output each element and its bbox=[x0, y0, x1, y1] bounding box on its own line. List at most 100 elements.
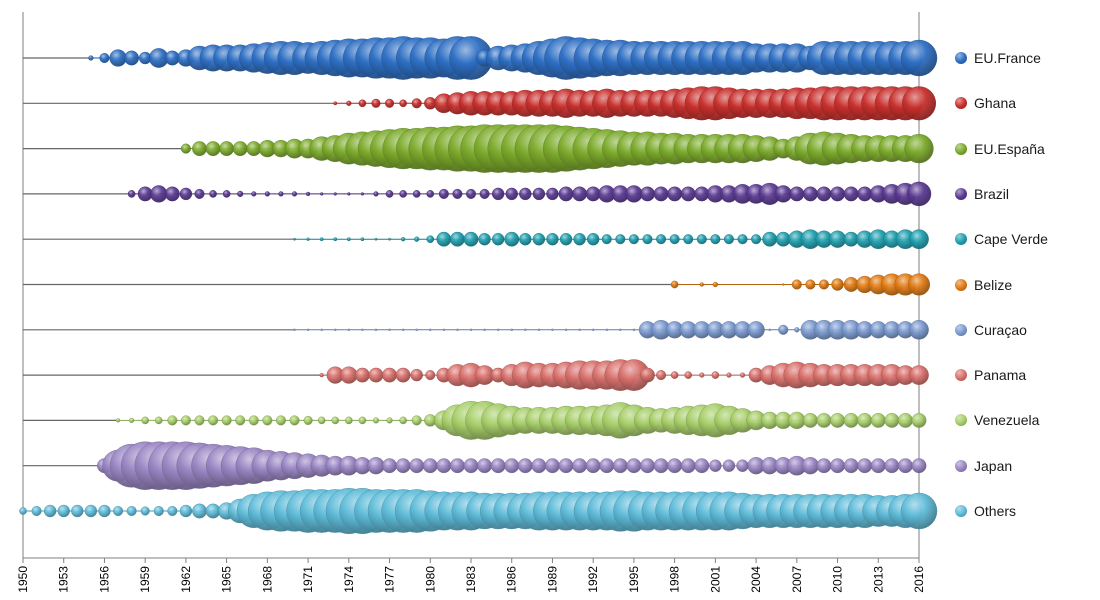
bubble-point bbox=[712, 281, 718, 288]
bubble-point bbox=[902, 86, 937, 121]
bubble-point bbox=[768, 328, 771, 331]
bubble-point bbox=[696, 234, 707, 245]
x-tick-label: 1980 bbox=[423, 566, 437, 593]
bubble-point bbox=[84, 504, 98, 518]
legend-item: Belize bbox=[955, 275, 1012, 295]
bubble-point bbox=[333, 192, 337, 196]
bubble-point bbox=[463, 231, 479, 247]
bubble-point bbox=[194, 415, 205, 426]
bubble-point bbox=[670, 280, 679, 289]
bubble-point bbox=[751, 234, 762, 245]
bubble-point bbox=[414, 236, 420, 242]
bubble-point bbox=[374, 328, 378, 331]
bubble-point bbox=[469, 328, 473, 331]
bubble-point bbox=[358, 416, 367, 425]
bubble-point bbox=[680, 186, 696, 202]
bubble-point bbox=[354, 367, 370, 383]
bubble-point bbox=[127, 190, 136, 198]
x-tick-label: 1968 bbox=[260, 566, 274, 593]
bubble-point bbox=[456, 328, 459, 331]
x-tick-label: 1989 bbox=[545, 566, 559, 593]
bubble-point bbox=[640, 186, 655, 202]
bubble-point bbox=[194, 188, 205, 199]
bubble-point bbox=[219, 141, 235, 157]
bubble-point bbox=[409, 458, 425, 474]
bubble-point bbox=[208, 415, 219, 426]
bubble-point bbox=[619, 328, 622, 331]
bubble-point bbox=[626, 458, 642, 474]
x-tick-label: 2013 bbox=[871, 566, 885, 593]
bubble-point bbox=[382, 458, 397, 474]
bubble-point bbox=[870, 458, 886, 474]
bubble-point bbox=[275, 415, 286, 426]
bubble-point bbox=[43, 504, 57, 518]
bubble-point bbox=[699, 282, 704, 287]
bubble-point bbox=[401, 328, 405, 331]
bubble-point bbox=[180, 143, 191, 154]
legend-swatch bbox=[955, 369, 967, 382]
x-tick-label: 1995 bbox=[627, 566, 641, 593]
bubble-point bbox=[436, 231, 452, 247]
bubble-point bbox=[141, 416, 149, 425]
bubble-point bbox=[31, 506, 42, 517]
bubble-point bbox=[251, 191, 257, 197]
x-tick-label: 1971 bbox=[301, 566, 315, 593]
bubble-point bbox=[491, 187, 505, 201]
bubble-point bbox=[179, 504, 193, 518]
bubble-point bbox=[452, 188, 463, 199]
bubble-point bbox=[537, 328, 541, 331]
series-row-panama bbox=[23, 359, 929, 391]
bubble-point bbox=[334, 328, 337, 331]
bubble-point bbox=[670, 371, 679, 379]
bubble-point bbox=[656, 370, 667, 381]
bubble-point bbox=[399, 190, 407, 198]
bubble-point bbox=[519, 232, 532, 246]
bubble-point bbox=[388, 237, 391, 241]
bubble-point bbox=[870, 412, 886, 428]
bubble-point bbox=[319, 372, 324, 378]
bubble-point bbox=[747, 321, 765, 339]
bubble-point bbox=[425, 370, 436, 381]
series-row-ghana bbox=[23, 86, 937, 121]
bubble-point bbox=[830, 458, 845, 474]
bubble-point bbox=[331, 416, 340, 425]
legend-item: Panama bbox=[955, 365, 1026, 385]
bubble-point bbox=[466, 188, 477, 199]
bubble-point bbox=[291, 191, 298, 197]
bubble-point bbox=[382, 367, 397, 383]
x-tick-label: 1983 bbox=[464, 566, 478, 593]
legend-item: Cape Verde bbox=[955, 229, 1048, 249]
bubble-point bbox=[816, 458, 832, 474]
bubble-point bbox=[739, 372, 746, 378]
bubble-point bbox=[857, 458, 873, 474]
bubble-point bbox=[278, 191, 284, 197]
bubble-point bbox=[667, 458, 683, 474]
x-tick-label: 1956 bbox=[97, 566, 111, 593]
bubble-point bbox=[426, 190, 435, 198]
bubble-point bbox=[385, 98, 395, 108]
series-row-venezuela bbox=[23, 400, 927, 440]
bubble-point bbox=[347, 192, 351, 196]
legend-swatch bbox=[955, 97, 967, 110]
bubble-point bbox=[857, 412, 873, 428]
bubble-point bbox=[221, 415, 232, 426]
bubble-point bbox=[150, 185, 168, 203]
bubble-point bbox=[340, 366, 358, 384]
bubble-point bbox=[517, 458, 533, 474]
bubble-point bbox=[71, 504, 84, 518]
bubble-point bbox=[628, 234, 639, 245]
bubble-point bbox=[684, 371, 693, 379]
bubble-point bbox=[450, 458, 465, 474]
bubble-point bbox=[395, 458, 411, 474]
x-tick-label: 2016 bbox=[912, 566, 926, 593]
bubble-point bbox=[303, 415, 313, 425]
bubble-point bbox=[726, 372, 732, 378]
bubble-point bbox=[124, 50, 140, 66]
bubble-point bbox=[572, 458, 588, 474]
legend-swatch bbox=[955, 142, 967, 155]
bubble-point bbox=[401, 237, 406, 242]
bubble-point bbox=[586, 232, 600, 246]
bubble-point bbox=[410, 368, 423, 382]
bubble-point bbox=[683, 234, 694, 245]
legend-swatch bbox=[955, 323, 967, 336]
